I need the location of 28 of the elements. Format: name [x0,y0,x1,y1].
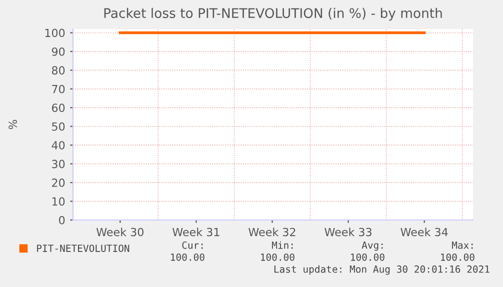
y-tick-label: 100 [45,28,65,38]
text: Max: [452,242,473,249]
text: 100.00 [261,253,294,261]
text: Cur: [182,241,203,249]
x-tick-label: Week 31 [172,228,220,236]
y-tick-label: 70 [52,84,65,94]
text: Min: [272,241,293,249]
x-tick-label: Week 30 [96,228,144,236]
y-tick-label: 50 [52,122,65,131]
y-tick-label: 60 [52,104,65,112]
x-tick-label: Week 32 [248,228,296,236]
y-tick-label: 30 [52,160,65,168]
text: 100.00 [351,253,384,261]
y-tick-label: 40 [52,141,65,150]
y-axis-title: % [8,120,17,130]
x-tick-label: Week 34 [400,228,448,236]
y-tick-label: 10 [52,197,65,206]
text: Avg: [362,242,383,251]
y-tick-label: 20 [52,178,65,187]
y-tick-label: 80 [52,66,65,75]
text: 100.00 [171,253,204,261]
text: Last update: Mon Aug 30 20:01:16 2021 [274,265,490,275]
text: 100.00 [441,253,474,261]
y-tick-label: 90 [52,47,65,56]
chart-title: Packet loss to PIT-NETEVOLUTION (in %) - by month [104,8,442,21]
legend-label: PIT-NETEVOLUTION [37,244,130,252]
y-tick-label: 0 [59,216,65,224]
x-tick-label: Week 33 [324,228,372,236]
